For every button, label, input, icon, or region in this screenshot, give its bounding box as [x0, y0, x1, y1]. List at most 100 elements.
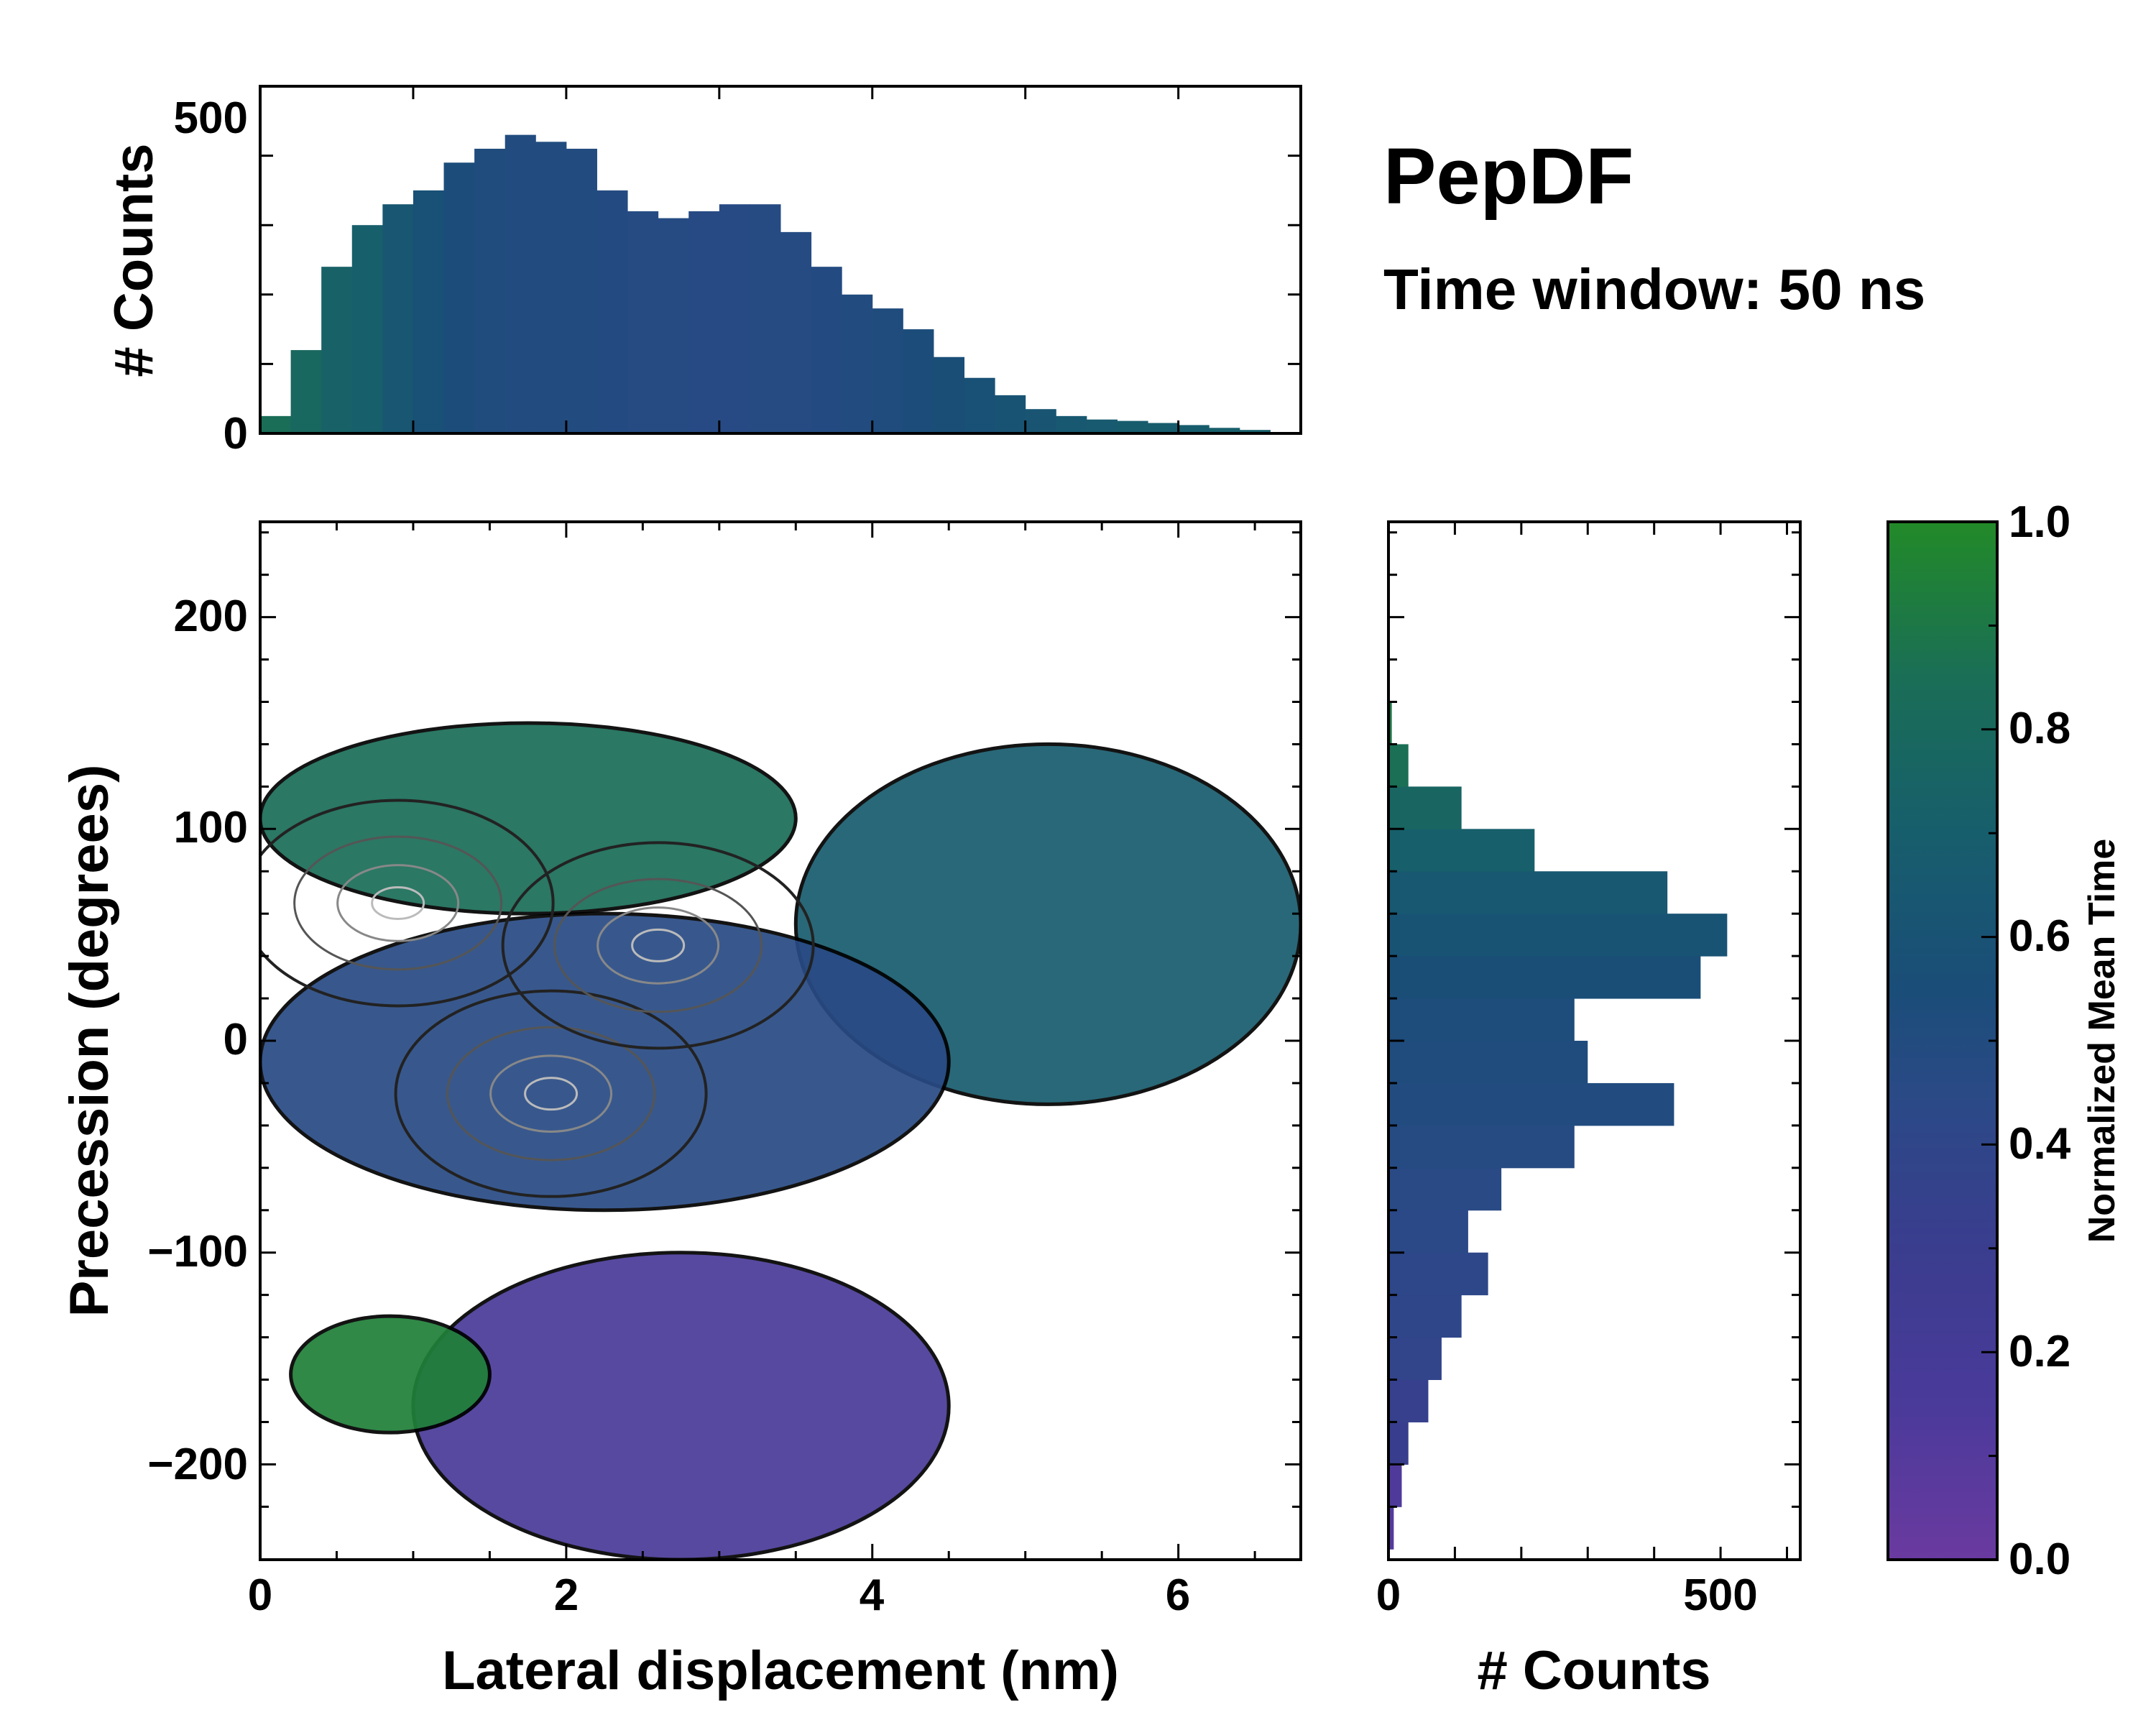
top-hist-bar [474, 148, 506, 433]
top-hist-bar [811, 267, 842, 433]
main-ytick-100: 100 [174, 803, 248, 852]
right-hist-xlabel: # Counts [1477, 1640, 1710, 1701]
right-hist-bar [1388, 998, 1575, 1041]
main-ytick-minus-200: −200 [147, 1440, 248, 1489]
top-hist-bar [566, 148, 597, 433]
colorbar-tick-0.8: 0.8 [2009, 704, 2070, 753]
top-hist-bar [1086, 419, 1118, 433]
heatmap-region [411, 1251, 951, 1560]
top-hist-ytick-0: 0 [224, 409, 248, 459]
main-xtick-6: 6 [1166, 1570, 1190, 1620]
top-hist-ylabel: # Counts [103, 143, 165, 377]
top-hist-bar [688, 211, 720, 433]
main-ytick-200: 200 [174, 592, 248, 641]
right-hist-bar [1388, 1041, 1588, 1084]
main-ylabel: Precession (degrees) [59, 765, 120, 1317]
top-hist-bar [505, 134, 536, 433]
top-hist-bar [1148, 423, 1179, 433]
contour-line [336, 864, 460, 942]
colorbar-tick-0.0: 0.0 [2009, 1535, 2070, 1584]
figure-title: PepDF [1383, 132, 1634, 221]
top-hist-bar [750, 204, 781, 433]
top-hist-bar [719, 204, 750, 433]
right-hist-bar [1388, 744, 1409, 787]
top-hist-bar [627, 211, 659, 433]
top-hist-bar [964, 377, 995, 433]
top-hist-bar [842, 294, 873, 433]
heatmap-region [260, 911, 951, 1213]
top-histogram-frame [259, 85, 1302, 435]
top-hist-bar [321, 267, 353, 433]
top-hist-bar [658, 218, 689, 433]
top-histogram: 500 0 # Counts [103, 85, 1302, 459]
figure-subtitle: Time window: 50 ns [1383, 257, 1925, 321]
right-hist-bar [1388, 1379, 1429, 1422]
top-hist-bar [596, 190, 628, 433]
right-hist-bar [1388, 1210, 1468, 1254]
colorbar: 0.0 0.2 0.4 0.6 0.8 1.0 Normalized Mean … [1886, 497, 2123, 1584]
top-hist-bar [351, 225, 383, 433]
top-hist-bar [413, 190, 445, 433]
top-hist-bar [290, 350, 322, 433]
right-hist-bar [1388, 871, 1668, 914]
top-hist-bar [535, 142, 567, 433]
heatmap-region [289, 1314, 492, 1435]
colorbar-tick-0.4: 0.4 [2009, 1119, 2071, 1169]
top-hist-bar [1056, 415, 1087, 433]
right-hist-bar [1388, 786, 1462, 829]
contour-line [596, 906, 720, 985]
right-hist-bar [1388, 956, 1701, 999]
right-hist-bar [1388, 702, 1392, 745]
right-hist-bar [1388, 1422, 1409, 1465]
top-hist-bar [382, 204, 414, 433]
colorbar-gradient [1886, 520, 1999, 1561]
main-xtick-4: 4 [860, 1570, 885, 1620]
main-xtick-2: 2 [554, 1570, 579, 1620]
contour-line [489, 1054, 613, 1133]
top-hist-bar [260, 415, 292, 433]
top-hist-ytick-500: 500 [174, 93, 248, 143]
contour-line [394, 989, 708, 1198]
right-hist-bar [1388, 1125, 1575, 1169]
contour-line [524, 1077, 579, 1111]
top-hist-bar [1239, 430, 1271, 433]
heatmap-region [260, 721, 798, 916]
contour-line [293, 835, 503, 971]
right-hist-bar [1388, 1294, 1462, 1338]
top-hist-bar [995, 395, 1026, 433]
contour-line [631, 928, 686, 962]
right-hist-bar [1388, 1082, 1674, 1126]
top-hist-bar [1025, 409, 1056, 433]
contour-line [260, 799, 555, 1008]
top-hist-bar [872, 308, 903, 433]
top-hist-bar [933, 356, 965, 433]
right-hist-xtick-0: 0 [1376, 1570, 1401, 1620]
contour-line [553, 878, 763, 1013]
contour-line [371, 886, 425, 920]
colorbar-tick-0.2: 0.2 [2009, 1327, 2070, 1376]
right-hist-bar [1388, 1252, 1488, 1296]
main-xlabel: Lateral displacement (nm) [442, 1640, 1119, 1701]
top-hist-bar [780, 231, 812, 433]
top-hist-bar [1117, 420, 1148, 433]
main-ytick-minus-100: −100 [147, 1227, 248, 1276]
right-hist-bar [1388, 1506, 1394, 1550]
colorbar-label: Normalized Mean Time [2081, 839, 2123, 1243]
right-hist-bar [1388, 1464, 1402, 1507]
top-hist-bar [903, 329, 934, 433]
right-histogram: 0 500 # Counts [1376, 520, 1802, 1701]
right-hist-bar [1388, 1167, 1502, 1211]
right-hist-bar [1388, 1337, 1442, 1381]
main-ytick-0: 0 [224, 1015, 248, 1064]
main-heatmap: 0 2 4 6 200 100 0 −100 −200 Lateral disp… [59, 520, 1302, 1701]
contour-line [501, 841, 815, 1050]
contour-line [446, 1026, 656, 1162]
right-hist-xtick-500: 500 [1683, 1570, 1757, 1620]
top-hist-bar [443, 162, 475, 433]
colorbar-tick-1.0: 1.0 [2009, 497, 2070, 547]
top-hist-bar [1209, 428, 1240, 433]
right-hist-bar [1388, 829, 1535, 872]
right-hist-bar [1388, 914, 1728, 957]
main-xtick-0: 0 [248, 1570, 272, 1620]
